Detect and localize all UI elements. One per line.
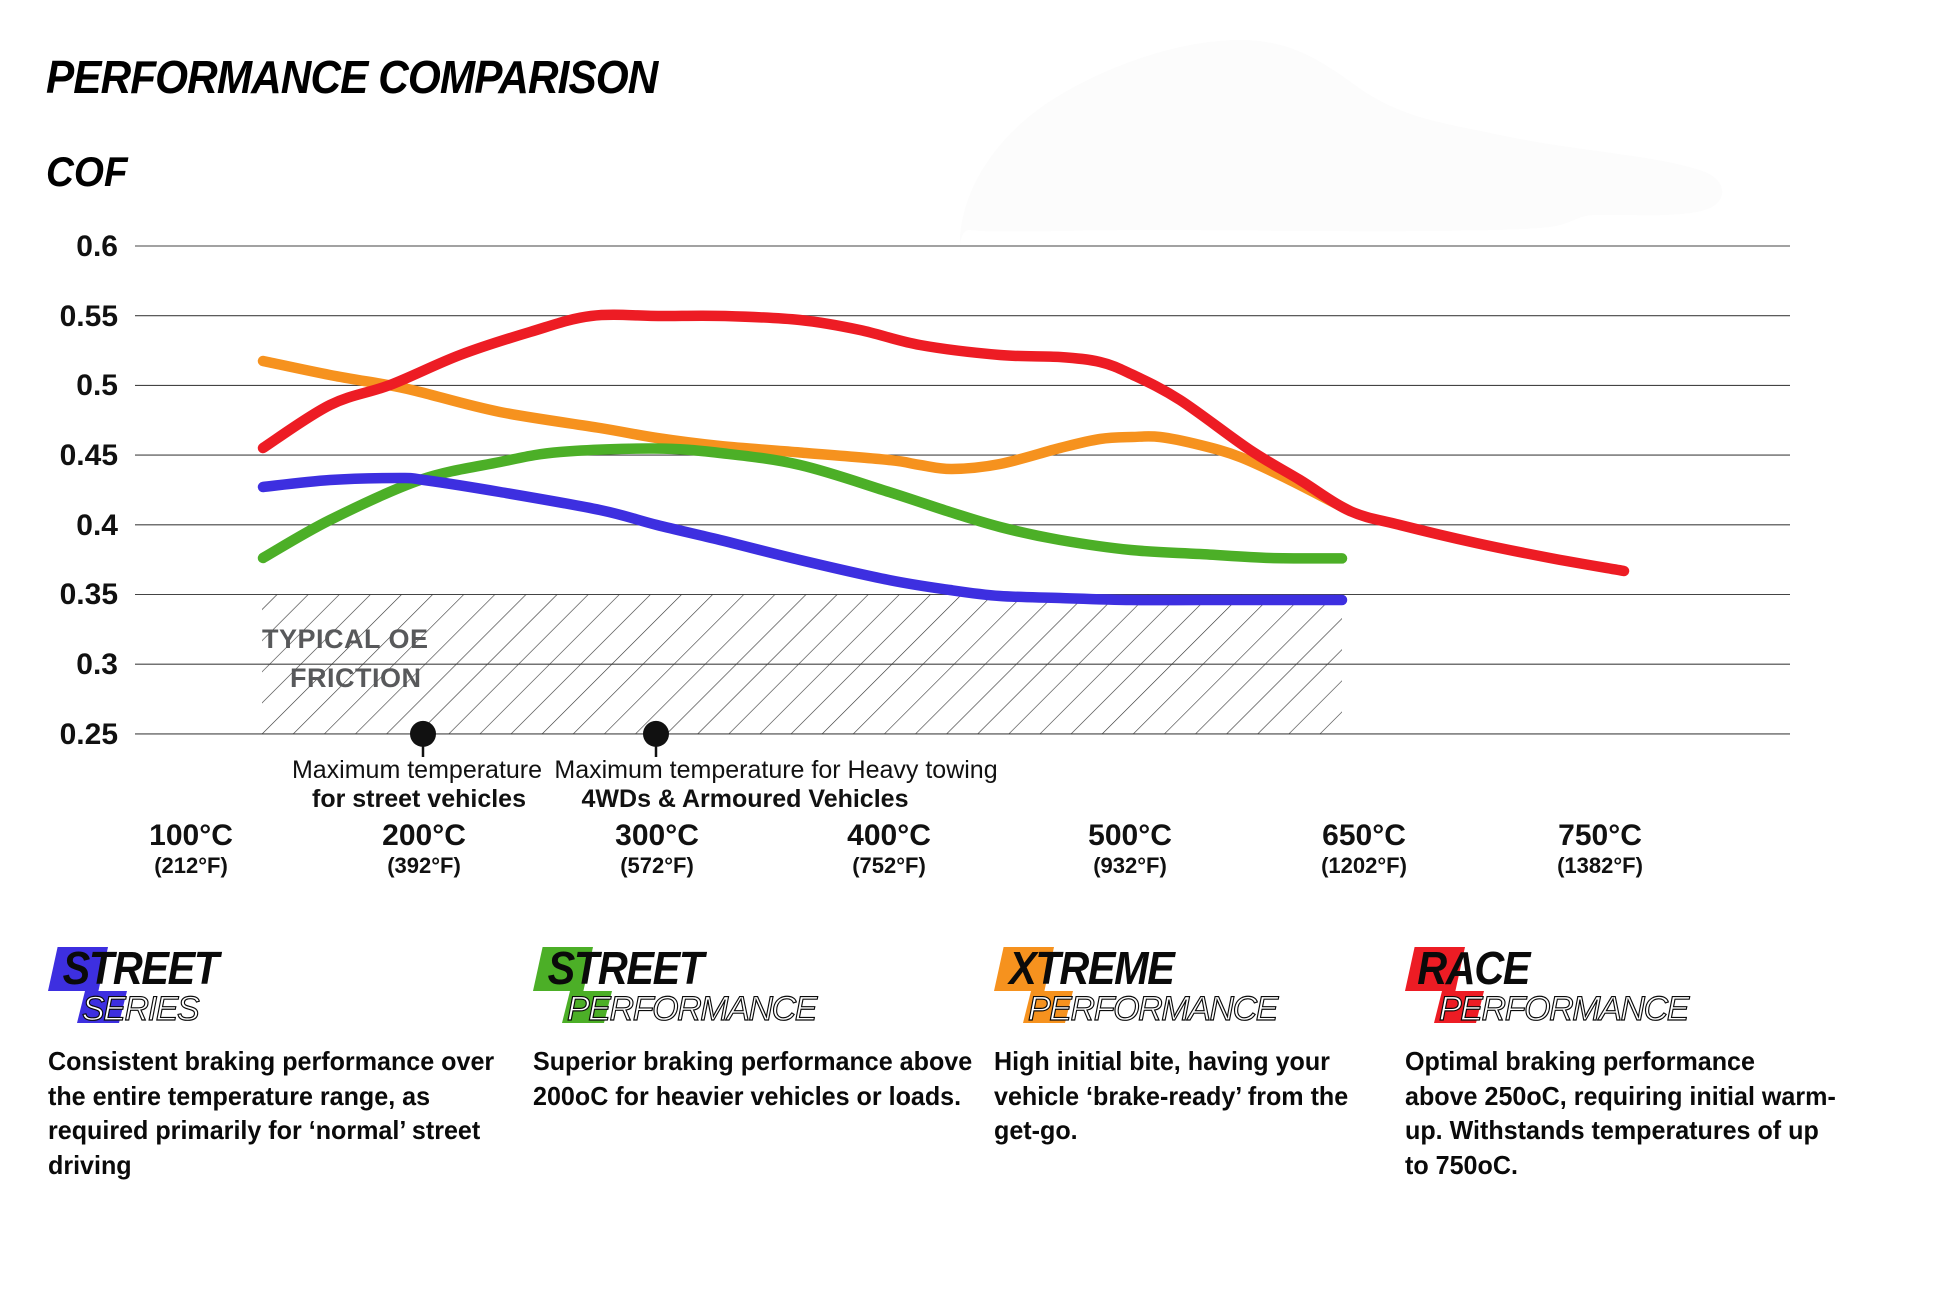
svg-text:FRICTION: FRICTION xyxy=(290,663,422,693)
svg-text:650°C: 650°C xyxy=(1322,819,1406,852)
svg-text:400°C: 400°C xyxy=(847,819,931,852)
svg-text:500°C: 500°C xyxy=(1088,819,1172,852)
svg-text:300°C: 300°C xyxy=(615,819,699,852)
svg-text:(932°F): (932°F) xyxy=(1093,853,1167,878)
svg-text:(572°F): (572°F) xyxy=(620,853,694,878)
svg-text:0.6: 0.6 xyxy=(76,230,118,263)
svg-text:0.5: 0.5 xyxy=(76,369,118,402)
svg-text:4WDs & Armoured Vehicles: 4WDs & Armoured Vehicles xyxy=(582,785,909,813)
svg-text:0.35: 0.35 xyxy=(60,578,118,611)
svg-text:100°C: 100°C xyxy=(149,819,233,852)
svg-text:0.45: 0.45 xyxy=(60,439,118,472)
svg-text:0.4: 0.4 xyxy=(76,509,118,542)
svg-text:Maximum temperature: Maximum temperature xyxy=(292,756,542,784)
svg-text:TYPICAL OE: TYPICAL OE xyxy=(262,624,429,654)
svg-text:200°C: 200°C xyxy=(382,819,466,852)
svg-text:0.3: 0.3 xyxy=(76,648,118,681)
svg-text:(1202°F): (1202°F) xyxy=(1321,853,1407,878)
svg-text:750°C: 750°C xyxy=(1558,819,1642,852)
svg-text:0.25: 0.25 xyxy=(60,718,118,751)
svg-text:0.55: 0.55 xyxy=(60,300,118,333)
svg-text:(392°F): (392°F) xyxy=(387,853,461,878)
svg-text:(1382°F): (1382°F) xyxy=(1557,853,1643,878)
svg-text:Maximum temperature for Heavy: Maximum temperature for Heavy towing xyxy=(554,756,997,784)
svg-text:for street vehicles: for street vehicles xyxy=(312,785,526,813)
svg-text:(752°F): (752°F) xyxy=(852,853,926,878)
svg-text:(212°F): (212°F) xyxy=(154,853,228,878)
